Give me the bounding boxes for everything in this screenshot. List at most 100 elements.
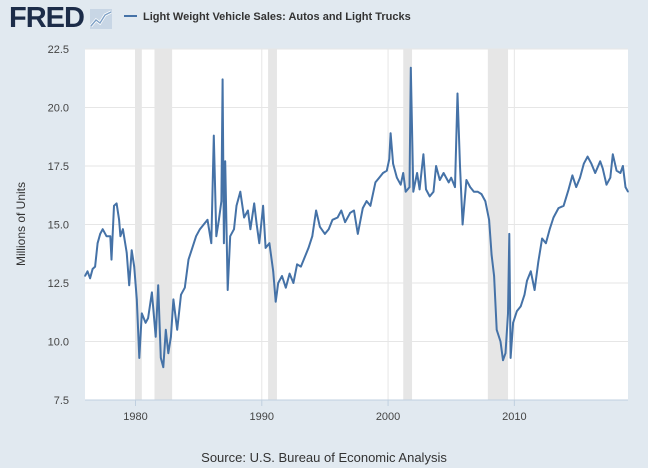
data-point bbox=[125, 251, 128, 254]
data-point bbox=[548, 228, 551, 230]
data-point bbox=[456, 92, 459, 95]
data-point bbox=[469, 186, 472, 188]
data-point bbox=[105, 235, 108, 237]
data-point bbox=[264, 247, 267, 249]
data-point bbox=[167, 352, 170, 355]
data-point bbox=[609, 176, 612, 179]
data-point bbox=[612, 153, 614, 156]
data-point bbox=[369, 205, 372, 207]
data-point bbox=[233, 228, 235, 230]
fred-logo-chart-icon bbox=[90, 9, 112, 29]
data-point bbox=[519, 305, 522, 308]
data-point bbox=[307, 247, 310, 249]
x-tick-label: 1980 bbox=[123, 411, 147, 423]
data-point bbox=[151, 291, 153, 294]
data-point bbox=[590, 162, 593, 165]
data-point bbox=[311, 235, 314, 237]
data-point bbox=[450, 176, 453, 179]
data-point bbox=[255, 223, 258, 226]
data-point bbox=[285, 286, 287, 289]
data-point bbox=[89, 277, 91, 280]
data-point bbox=[627, 190, 629, 193]
data-point bbox=[157, 284, 159, 287]
y-tick-label: 10.0 bbox=[48, 337, 69, 349]
data-point bbox=[402, 172, 405, 174]
data-point bbox=[349, 212, 352, 214]
data-point bbox=[490, 254, 493, 256]
data-point bbox=[615, 169, 618, 172]
data-point bbox=[396, 176, 398, 179]
data-point bbox=[210, 242, 213, 244]
data-point bbox=[586, 155, 589, 158]
series-line-0[interactable] bbox=[84, 66, 629, 369]
data-point bbox=[422, 153, 425, 156]
x-tick-label: 2010 bbox=[502, 411, 526, 423]
data-point bbox=[507, 312, 509, 315]
data-point bbox=[319, 226, 321, 228]
data-point bbox=[213, 134, 215, 137]
data-point bbox=[435, 165, 437, 167]
legend-line-swatch bbox=[124, 15, 137, 18]
data-point bbox=[579, 176, 581, 179]
data-point bbox=[502, 359, 504, 362]
data-point bbox=[324, 233, 326, 235]
data-point bbox=[410, 66, 412, 69]
data-point bbox=[447, 181, 450, 184]
chart-legend[interactable]: Light Weight Vehicle Sales: Autos and Li… bbox=[124, 11, 411, 23]
data-point bbox=[624, 186, 627, 188]
data-point bbox=[512, 322, 514, 324]
data-point bbox=[229, 235, 231, 237]
data-point bbox=[353, 209, 355, 212]
data-point bbox=[144, 322, 147, 324]
data-point bbox=[425, 188, 427, 191]
data-point bbox=[110, 258, 113, 261]
data-point bbox=[389, 132, 392, 134]
data-point bbox=[583, 162, 585, 165]
data-point bbox=[541, 237, 543, 240]
data-point bbox=[459, 165, 461, 167]
data-point bbox=[509, 357, 512, 359]
data-point bbox=[91, 268, 94, 270]
data-point bbox=[480, 193, 483, 195]
y-tick-label: 20.0 bbox=[48, 103, 69, 115]
x-tick-label: 1990 bbox=[250, 411, 274, 423]
data-point bbox=[571, 174, 574, 177]
data-point bbox=[439, 179, 441, 181]
data-point bbox=[133, 265, 135, 268]
fred-logo[interactable]: FRED bbox=[9, 2, 85, 34]
data-point bbox=[476, 190, 479, 193]
data-point bbox=[138, 357, 141, 359]
data-point bbox=[454, 186, 456, 188]
data-point bbox=[473, 190, 475, 193]
data-point bbox=[272, 270, 275, 273]
data-point bbox=[141, 312, 143, 315]
data-point bbox=[488, 219, 490, 221]
data-point bbox=[160, 357, 162, 359]
data-point bbox=[277, 282, 280, 284]
y-tick-label: 22.5 bbox=[48, 44, 69, 56]
data-point bbox=[382, 172, 384, 174]
data-point bbox=[136, 298, 138, 301]
data-point bbox=[331, 219, 334, 221]
data-point bbox=[258, 242, 261, 244]
data-point bbox=[249, 228, 252, 230]
data-point bbox=[130, 249, 133, 251]
data-point bbox=[128, 284, 130, 287]
data-point bbox=[378, 176, 381, 179]
data-point bbox=[162, 366, 165, 369]
data-point bbox=[170, 336, 172, 338]
data-point bbox=[113, 205, 115, 207]
y-axis-label: Millions of Units bbox=[14, 182, 28, 266]
data-point bbox=[374, 181, 377, 184]
data-point bbox=[493, 275, 495, 277]
axes: 7.5 10.0 12.5 15.0 17.5 20.0 22.5 1980 1990 2000 2… bbox=[48, 44, 628, 423]
data-point bbox=[526, 279, 528, 282]
data-point bbox=[223, 242, 225, 244]
legend-label: Light Weight Vehicle Sales: Autos and Li… bbox=[143, 11, 411, 23]
data-point bbox=[172, 298, 175, 301]
data-point bbox=[176, 329, 178, 331]
data-point bbox=[622, 165, 624, 167]
data-point bbox=[523, 293, 526, 296]
data-point bbox=[281, 275, 283, 277]
